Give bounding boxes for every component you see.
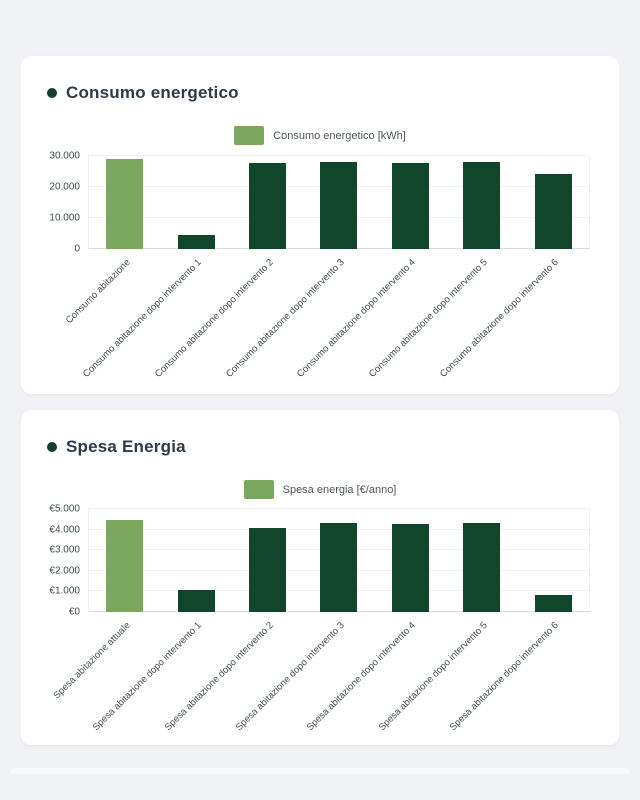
bar: [320, 161, 358, 249]
bar: [106, 159, 144, 249]
chart-legend[interactable]: Spesa energia [€/anno]: [21, 480, 619, 499]
x-tick-label: Consumo abitazione dopo intervento 5: [366, 257, 490, 380]
legend-label: Spesa energia [€/anno]: [282, 483, 397, 496]
x-tick-label: Consumo abitazione dopo intervento 1: [81, 257, 204, 380]
bar-slot: Consumo abitazione dopo intervento 4: [295, 156, 446, 380]
bar: [177, 235, 215, 249]
bar: [320, 522, 358, 612]
bar-slot: Spesa abitazione dopo intervento 2: [162, 509, 303, 733]
y-tick-label: €0: [68, 606, 80, 618]
spesa-energia-card: Spesa Energia Spesa energia [€/anno] €0 €…: [21, 410, 619, 745]
bar-slot: Spesa abitazione dopo intervento 4: [305, 509, 446, 733]
bars-container: Spesa abitazione attuale Spesa abitazione…: [51, 509, 589, 733]
y-tick-label: €4.000: [49, 524, 80, 536]
card-title-row: Consumo energetico: [47, 83, 239, 103]
bars-container: Consumo abitazione Consumo abitazione dop…: [63, 156, 589, 380]
y-tick-label: €3.000: [49, 544, 80, 556]
y-tick-label: 20.000: [49, 181, 80, 193]
bar: [249, 162, 287, 249]
gridline: [89, 155, 589, 156]
y-tick-label: €2.000: [49, 565, 80, 577]
legend-label: Consumo energetico [kWh]: [273, 129, 406, 142]
x-tick-label: Consumo abitazione dopo intervento 6: [438, 257, 562, 380]
consumo-energetico-card: Consumo energetico Consumo energetico [k…: [21, 56, 619, 394]
x-tick-label: Consumo abitazione dopo intervento 2: [152, 257, 276, 380]
bar-slot: Spesa abitazione dopo intervento 6: [448, 509, 589, 733]
plot-area: 0 10.000 20.000 30.000 Consumo abitazione Con…: [49, 151, 590, 380]
bar: [463, 161, 501, 249]
bar: [177, 590, 215, 612]
bar-slot: Spesa abitazione attuale: [51, 509, 160, 701]
legend-swatch-icon: [234, 126, 265, 145]
bar: [463, 522, 501, 612]
bar-slot: Spesa abitazione dopo intervento 1: [91, 509, 231, 733]
chart-legend[interactable]: Consumo energetico [kWh]: [21, 126, 619, 145]
y-tick-label: 10.000: [49, 212, 80, 224]
bar: [534, 173, 572, 249]
bar-slot: Consumo abitazione dopo intervento 1: [81, 156, 231, 380]
bar-slot: Consumo abitazione: [63, 156, 160, 326]
gridline: [89, 508, 589, 509]
bar-slot: Consumo abitazione dopo intervento 6: [438, 156, 589, 380]
bar-slot: Spesa abitazione dopo intervento 3: [234, 509, 374, 733]
x-tick-label: Spesa abitazione attuale: [51, 620, 133, 702]
next-card-top-edge: [10, 768, 630, 774]
bullet-icon: [47, 88, 57, 98]
card-title: Consumo energetico: [66, 83, 239, 102]
bar-slot: Consumo abitazione dopo intervento 2: [153, 156, 303, 380]
x-tick-label: Consumo abitazione dopo intervento 3: [223, 257, 347, 380]
bar-slot: Spesa abitazione dopo intervento 5: [376, 509, 517, 733]
bar: [391, 524, 429, 612]
y-tick-label: €1.000: [49, 585, 80, 597]
bar: [106, 519, 144, 612]
card-title: Spesa Energia: [66, 437, 186, 456]
x-tick-label: Consumo abitazione dopo intervento 4: [295, 257, 419, 380]
bar-slot: Consumo abitazione dopo intervento 3: [224, 156, 374, 380]
y-tick-label: €5.000: [49, 503, 80, 515]
bar: [534, 594, 572, 612]
legend-swatch-icon: [243, 480, 274, 499]
bar-slot: Consumo abitazione dopo intervento 5: [367, 156, 517, 380]
bar: [391, 163, 429, 249]
x-tick-label: Consumo abitazione: [63, 257, 133, 327]
y-tick-label: 0: [74, 243, 80, 255]
card-title-row: Spesa Energia: [47, 437, 186, 457]
y-tick-label: 30.000: [49, 150, 80, 162]
plot-area: €0 €1.000 €2.000 €3.000 €4.000 €5.000 Spesa ab…: [49, 504, 590, 733]
bar: [249, 528, 287, 612]
bullet-icon: [47, 442, 57, 452]
